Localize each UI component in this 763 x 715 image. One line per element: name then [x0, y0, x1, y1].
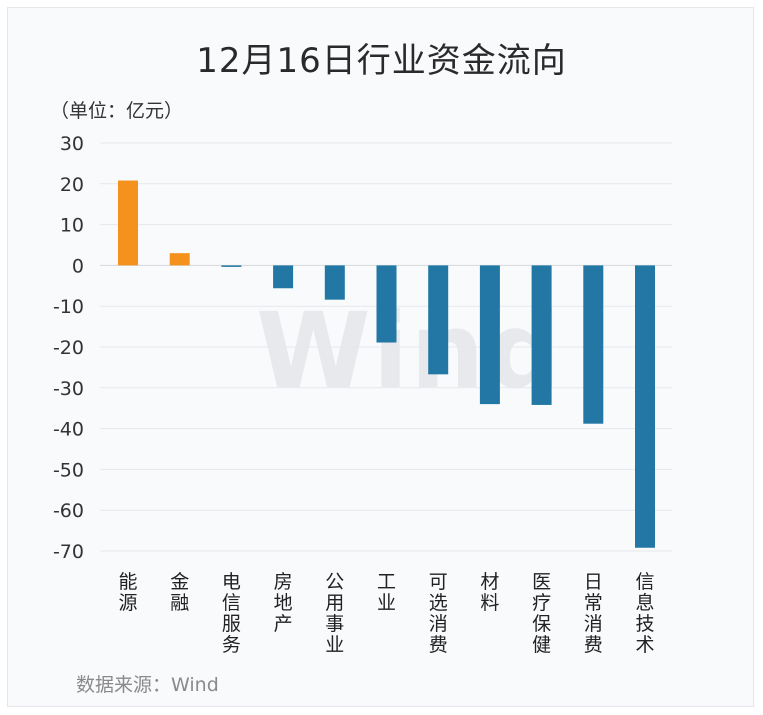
bar-4: [324, 265, 345, 300]
chart-card: [7, 7, 754, 707]
bar-6: [428, 265, 449, 375]
category-label-5: 工业: [377, 571, 396, 614]
y-tick-label: 10: [60, 215, 84, 237]
y-tick-label: -60: [53, 500, 84, 522]
category-label-10: 信息技术: [635, 571, 654, 656]
bar-10: [635, 265, 655, 548]
bar-3: [273, 265, 294, 289]
y-tick-label: -40: [53, 419, 84, 441]
y-tick-label: 0: [72, 255, 84, 277]
bar-0: [118, 180, 138, 266]
bar-7: [479, 265, 500, 405]
y-tick-label: 20: [60, 174, 84, 196]
category-label-0: 能源: [118, 571, 137, 614]
category-label-1: 金融: [170, 571, 189, 614]
category-label-6: 可选消费: [429, 571, 448, 656]
category-label-3: 房地产: [274, 571, 293, 635]
y-tick-label: -70: [53, 541, 84, 563]
category-label-4: 公用事业: [325, 571, 344, 656]
category-label-7: 材料: [480, 571, 499, 614]
bar-8: [531, 265, 552, 405]
bars: [118, 180, 655, 548]
y-tick-label: -30: [53, 378, 84, 400]
bar-1: [169, 253, 190, 266]
source-note: 数据来源：Wind: [76, 674, 219, 696]
y-tick-label: 30: [60, 133, 84, 155]
chart-title: 12月16日行业资金流向: [196, 41, 567, 81]
bar-9: [583, 265, 604, 424]
bar-2: [221, 265, 242, 267]
y-tick-label: -20: [53, 337, 84, 359]
y-tick-label: -10: [53, 296, 84, 318]
y-tick-label: -50: [53, 459, 84, 481]
unit-label: （单位：亿元）: [50, 100, 184, 122]
category-label-2: 电信服务: [222, 571, 241, 656]
y-axis-ticks: 30 20 10 0 -10 -20 -30 -40 -50 -60 -70: [53, 133, 84, 563]
bar-5: [376, 265, 397, 343]
category-label-9: 日常消费: [584, 571, 603, 656]
category-label-8: 医疗保健: [532, 571, 551, 656]
